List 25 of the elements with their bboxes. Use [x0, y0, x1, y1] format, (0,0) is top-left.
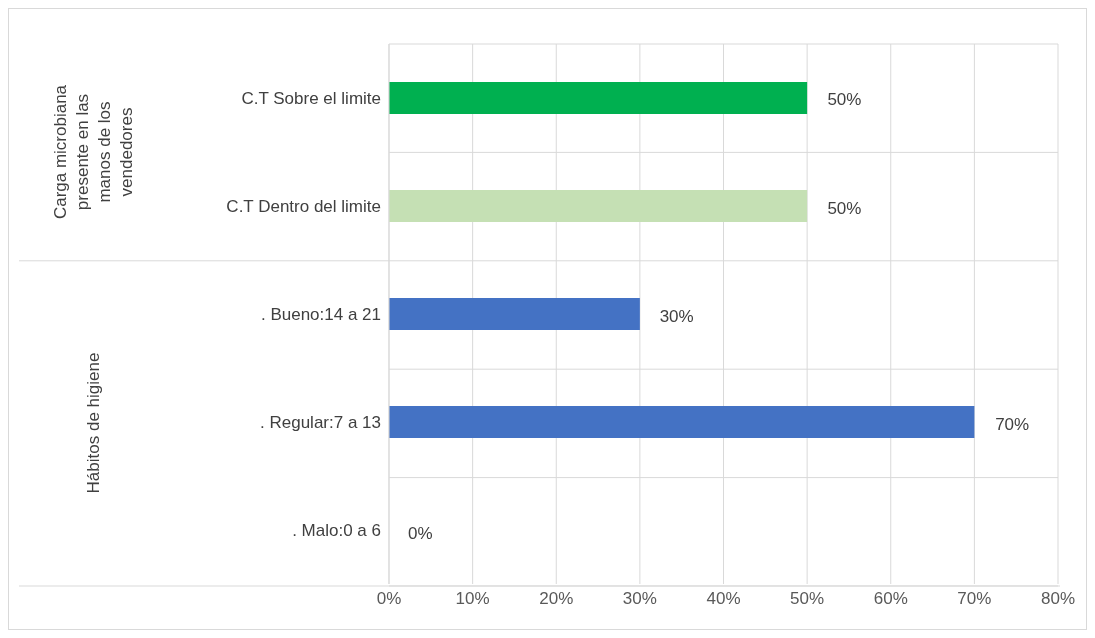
- data-label: 0%: [408, 523, 433, 543]
- data-label: 50%: [827, 198, 862, 218]
- text: Hábitos de higiene: [83, 352, 104, 494]
- bar: [389, 190, 808, 222]
- x-tick-label: 40%: [706, 589, 741, 609]
- y-tick-label: C.T Sobre el limite: [241, 89, 381, 109]
- x-tick-label: 10%: [455, 589, 490, 609]
- data-label: 30%: [659, 306, 694, 326]
- y-tick-label: . Malo:0 a 6: [292, 521, 381, 541]
- x-tick-label: 70%: [957, 589, 992, 609]
- x-tick-label: 80%: [1040, 589, 1076, 609]
- data-label: 70%: [995, 415, 1030, 435]
- y-tick-label: . Bueno:14 a 21: [260, 305, 381, 325]
- y-tick-label: . Regular:7 a 13: [260, 413, 381, 433]
- bar: [389, 406, 975, 438]
- data-label: 50%: [827, 90, 862, 110]
- bar: [389, 82, 808, 114]
- x-tick-label: 50%: [790, 589, 825, 609]
- x-tick-label: 20%: [539, 589, 574, 609]
- x-tick-label: 60%: [873, 589, 908, 609]
- y-tick-label: C.T Dentro del limite: [226, 197, 381, 217]
- x-tick-label: 30%: [622, 589, 657, 609]
- x-tick-label: 0%: [376, 589, 402, 609]
- text: Carga microbiana presente en las manos de los vendedores: [50, 84, 137, 222]
- bar: [389, 298, 640, 330]
